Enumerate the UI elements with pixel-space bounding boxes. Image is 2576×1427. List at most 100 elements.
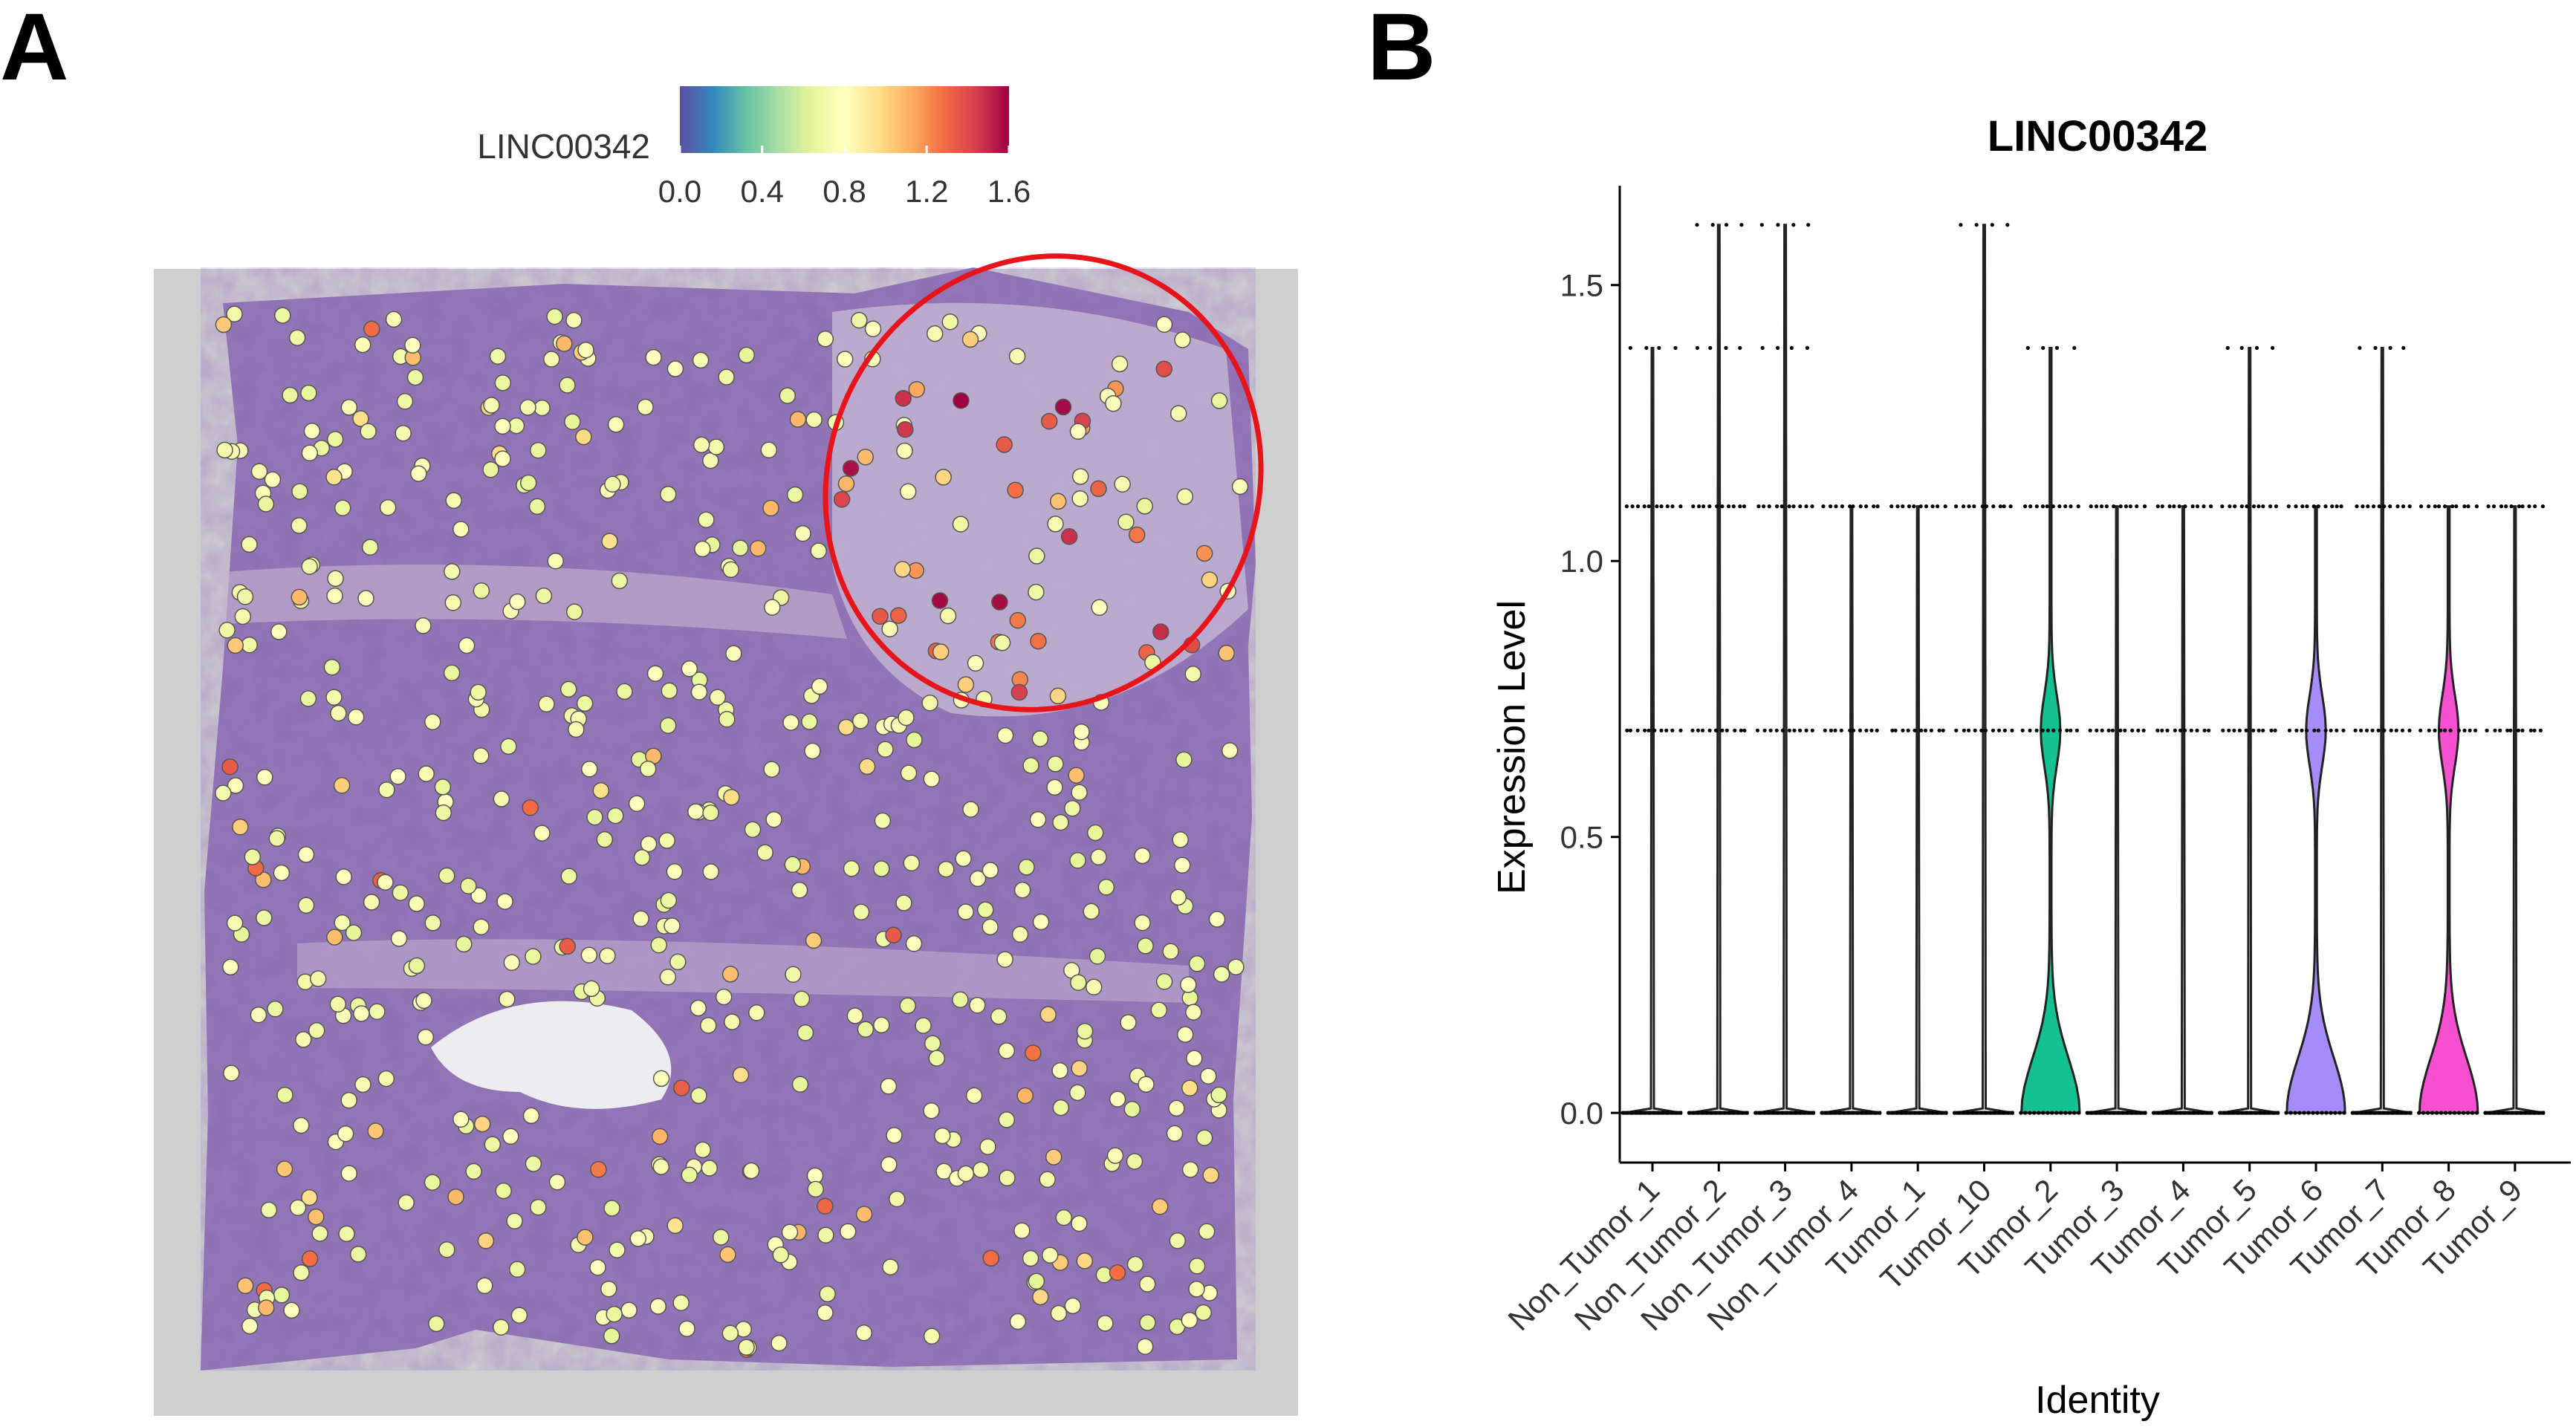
data-point: [2155, 1111, 2160, 1115]
data-point: [1758, 1111, 1762, 1115]
data-point: [1740, 1111, 1745, 1115]
tissue-spot: [646, 665, 664, 682]
tissue-spot: [363, 894, 380, 911]
tissue-spot: [877, 741, 894, 758]
tissue-spot: [580, 946, 598, 964]
data-point: [1918, 504, 1923, 509]
tissue-spot: [1186, 1050, 1203, 1067]
data-point: [1629, 1111, 1634, 1115]
y-ticks: 0.0 0.5 1.0 1.5: [1560, 268, 1620, 1131]
data-point: [2135, 504, 2139, 509]
tissue-spot: [1213, 966, 1230, 983]
data-point: [2172, 504, 2176, 509]
data-point: [2488, 1111, 2492, 1115]
data-point: [1776, 1111, 1780, 1115]
tissue-spot: [915, 1017, 932, 1034]
tissue-spot: [886, 1127, 903, 1144]
data-point: [2418, 728, 2423, 732]
data-point: [1731, 1111, 1736, 1115]
tissue-spot: [722, 561, 739, 579]
data-point: [2492, 1111, 2496, 1115]
tissue-spot: [1231, 478, 1249, 495]
data-point: [2341, 728, 2346, 732]
tissue-spot: [443, 664, 461, 682]
violin-body: [2486, 505, 2544, 1114]
data-point: [2069, 504, 2073, 509]
tissue-spot: [1076, 1252, 1094, 1270]
data-point: [2372, 504, 2376, 509]
data-point: [1840, 504, 1844, 509]
tissue-spot: [1041, 1246, 1059, 1264]
data-point: [2151, 1111, 2155, 1115]
data-point: [1642, 504, 1647, 509]
data-point: [1962, 504, 1966, 509]
tissue-spot: [548, 1173, 566, 1191]
tissue-spot: [385, 311, 403, 328]
data-point: [2316, 728, 2320, 732]
data-point: [2037, 1111, 2041, 1115]
tissue-spot: [522, 1107, 540, 1125]
tissue-spot: [438, 1241, 455, 1258]
tissue-spot: [1175, 751, 1193, 768]
tissue-spot: [923, 1327, 941, 1345]
data-point: [2271, 1111, 2276, 1115]
data-point: [1704, 1111, 1709, 1115]
data-point: [2245, 1111, 2249, 1115]
data-point: [1779, 504, 1784, 509]
colorbar-ticks: 0.0 0.4 0.8 1.2 1.6: [658, 146, 1031, 209]
data-point: [2517, 504, 2522, 509]
tissue-spot: [452, 521, 470, 538]
tissue-spot: [299, 690, 317, 707]
data-point: [2533, 504, 2537, 509]
tissue-spot: [291, 483, 308, 500]
data-point: [1895, 1111, 1899, 1115]
tissue-spot: [1128, 526, 1146, 544]
tissue-spot: [1134, 914, 1151, 932]
tissue-spot: [1008, 348, 1026, 365]
tissue-spot: [369, 1003, 386, 1021]
tissue-spot: [434, 778, 452, 796]
tissue-spot: [851, 311, 868, 329]
tissue-spot: [470, 683, 487, 701]
tissue-spot: [288, 329, 306, 346]
tissue-spot: [522, 799, 539, 816]
data-point: [2306, 1111, 2311, 1115]
tissue-spot: [764, 599, 781, 616]
tissue-spot: [300, 384, 317, 402]
data-point: [1787, 728, 1791, 732]
tissue-spot: [701, 1160, 718, 1177]
tissue-spot: [326, 431, 344, 448]
tissue-spot: [998, 1111, 1016, 1128]
data-point: [2466, 1111, 2470, 1115]
data-point: [2388, 345, 2392, 350]
data-point: [2178, 1111, 2182, 1115]
data-point: [2474, 504, 2479, 509]
tissue-spot: [226, 914, 244, 932]
data-point: [2294, 728, 2299, 732]
tissue-spot: [1120, 1014, 1137, 1031]
data-point: [2251, 504, 2257, 509]
tissue-spot: [888, 1190, 906, 1208]
tissue-spot: [484, 1136, 502, 1153]
tissue-spot: [673, 1079, 690, 1096]
tissue-spot: [560, 868, 578, 885]
tissue-spot: [1050, 1304, 1068, 1322]
data-point: [1848, 504, 1852, 509]
tissue-spot: [445, 492, 462, 510]
violin-body: [1690, 224, 1748, 1114]
tissue-spot: [477, 1232, 495, 1249]
tissue-spot: [406, 368, 424, 386]
tissue-spot: [325, 469, 343, 486]
data-point: [2069, 728, 2073, 732]
data-point: [2010, 728, 2014, 732]
tissue-spot: [415, 617, 432, 634]
tissue-spot: [1134, 847, 1151, 865]
data-point: [1664, 728, 1669, 732]
data-point: [2254, 1111, 2258, 1115]
data-point: [2540, 504, 2545, 509]
data-point: [1943, 504, 1947, 509]
tissue-spot: [250, 463, 268, 480]
data-point: [1755, 728, 1759, 732]
data-point: [1733, 728, 1737, 732]
